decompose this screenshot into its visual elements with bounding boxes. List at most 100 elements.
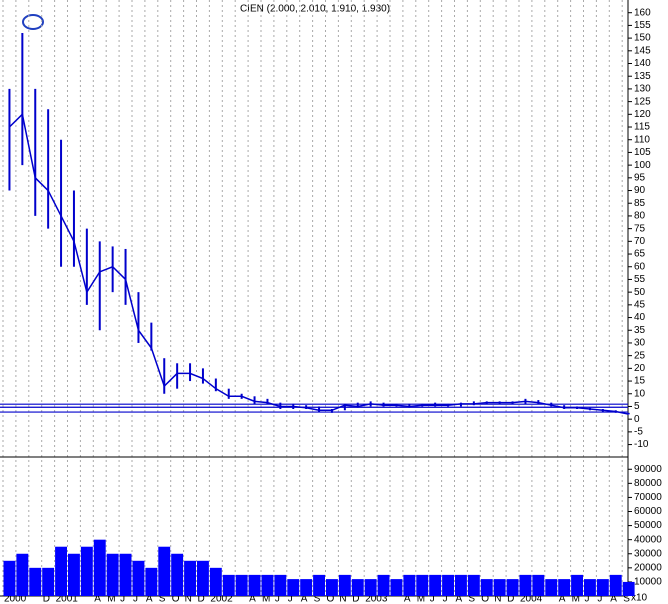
volume-bar (338, 574, 351, 596)
x-tick-label: J (430, 594, 435, 604)
x-tick-label: O (172, 594, 180, 604)
volume-bar (480, 579, 493, 596)
volume-bar (545, 579, 558, 596)
y-tick-label: 10000 (634, 577, 662, 588)
y-tick-label: 60 (634, 261, 646, 272)
close-line (8, 112, 629, 415)
y-tick-label: 20 (634, 363, 646, 374)
x-tick-label: S (159, 594, 166, 604)
y-tick-label: 40000 (634, 534, 662, 545)
volume-bar (184, 560, 196, 596)
volume-bar (158, 546, 171, 596)
y-tick-label: 50 (634, 287, 646, 298)
volume-bar (68, 553, 80, 596)
x-tick-label: J (133, 594, 138, 604)
y-tick-label: 85 (634, 198, 646, 209)
volume-bar (532, 574, 545, 596)
x-tick-label: M (107, 594, 115, 604)
x-tick-label: A (456, 594, 463, 604)
x-tick-label: A (559, 594, 566, 604)
volume-bar (313, 574, 325, 596)
volume-bar (106, 553, 119, 596)
x-tick-label: J (120, 594, 125, 604)
x-tick-label: A (94, 594, 101, 604)
y-tick-label: 65 (634, 249, 646, 260)
y-tick-label: -10 (634, 439, 649, 450)
volume-bar (261, 574, 274, 596)
y-tick-label: 105 (634, 147, 651, 158)
volume-bar (429, 574, 442, 596)
y-tick-label: 15 (634, 376, 646, 387)
y-tick-label: 70000 (634, 492, 662, 503)
volume-unit: x10 (631, 593, 648, 604)
x-tick-label: N (185, 594, 192, 604)
y-tick-label: 90000 (634, 464, 662, 475)
volume-bar (3, 560, 16, 596)
volume-bar (248, 574, 261, 596)
y-tick-label: 75 (634, 223, 646, 234)
x-tick-label: A (404, 594, 411, 604)
y-tick-label: 35 (634, 325, 646, 336)
x-tick-label: J (585, 594, 590, 604)
x-tick-label: J (597, 594, 602, 604)
y-tick-label: 30000 (634, 548, 662, 559)
y-tick-label: 160 (634, 7, 651, 18)
volume-bar (622, 581, 635, 596)
volume-bar (351, 579, 364, 596)
volume-bar (377, 574, 390, 596)
x-tick-label: A (249, 594, 256, 604)
volume-bar (558, 579, 571, 596)
x-tick-label: N (339, 594, 346, 604)
y-tick-label: 145 (634, 45, 651, 56)
y-tick-label: 70 (634, 236, 646, 247)
x-tick-label: 2003 (365, 594, 388, 604)
y-tick-label: 5 (634, 401, 640, 412)
x-tick-label: M (417, 594, 425, 604)
x-tick-label: J (288, 594, 293, 604)
x-tick-label: M (262, 594, 270, 604)
x-tick-label: 2004 (520, 594, 543, 604)
x-tick-label: N (494, 594, 501, 604)
x-tick-label: 2000 (4, 594, 27, 604)
x-tick-label: 2002 (210, 594, 233, 604)
x-tick-label: S (468, 594, 475, 604)
y-tick-label: 80000 (634, 478, 662, 489)
volume-bar (455, 574, 467, 596)
volume-bar (16, 553, 29, 596)
y-tick-label: 0 (634, 414, 640, 425)
y-tick-label: 30 (634, 338, 646, 349)
y-tick-label: 45 (634, 299, 646, 310)
y-tick-label: 140 (634, 58, 651, 69)
x-tick-label: D (198, 594, 205, 604)
y-tick-label: 135 (634, 71, 651, 82)
logo (22, 14, 44, 30)
volume-bar (493, 579, 506, 596)
x-tick-label: A (301, 594, 308, 604)
y-tick-label: 60000 (634, 506, 662, 517)
volume-bar (171, 553, 184, 596)
volume-bar (390, 579, 403, 596)
y-tick-label: 90 (634, 185, 646, 196)
x-tick-label: O (327, 594, 335, 604)
x-tick-label: M (572, 594, 580, 604)
volume-bar (506, 579, 519, 596)
y-tick-label: 155 (634, 20, 651, 31)
y-tick-label: -5 (634, 427, 643, 438)
x-tick-label: A (610, 594, 617, 604)
y-tick-label: 100 (634, 160, 651, 171)
y-tick-label: 125 (634, 96, 651, 107)
volume-bar (55, 546, 67, 596)
x-tick-label: A (146, 594, 153, 604)
x-tick-label: J (275, 594, 280, 604)
volume-bar (119, 553, 132, 596)
y-tick-label: 40 (634, 312, 646, 323)
volume-bar (29, 567, 42, 596)
x-tick-label: D (507, 594, 514, 604)
y-tick-label: 20000 (634, 562, 662, 573)
x-tick-label: S (314, 594, 321, 604)
x-tick-label: 2001 (56, 594, 79, 604)
y-tick-label: 95 (634, 172, 646, 183)
volume-bar (403, 574, 416, 596)
